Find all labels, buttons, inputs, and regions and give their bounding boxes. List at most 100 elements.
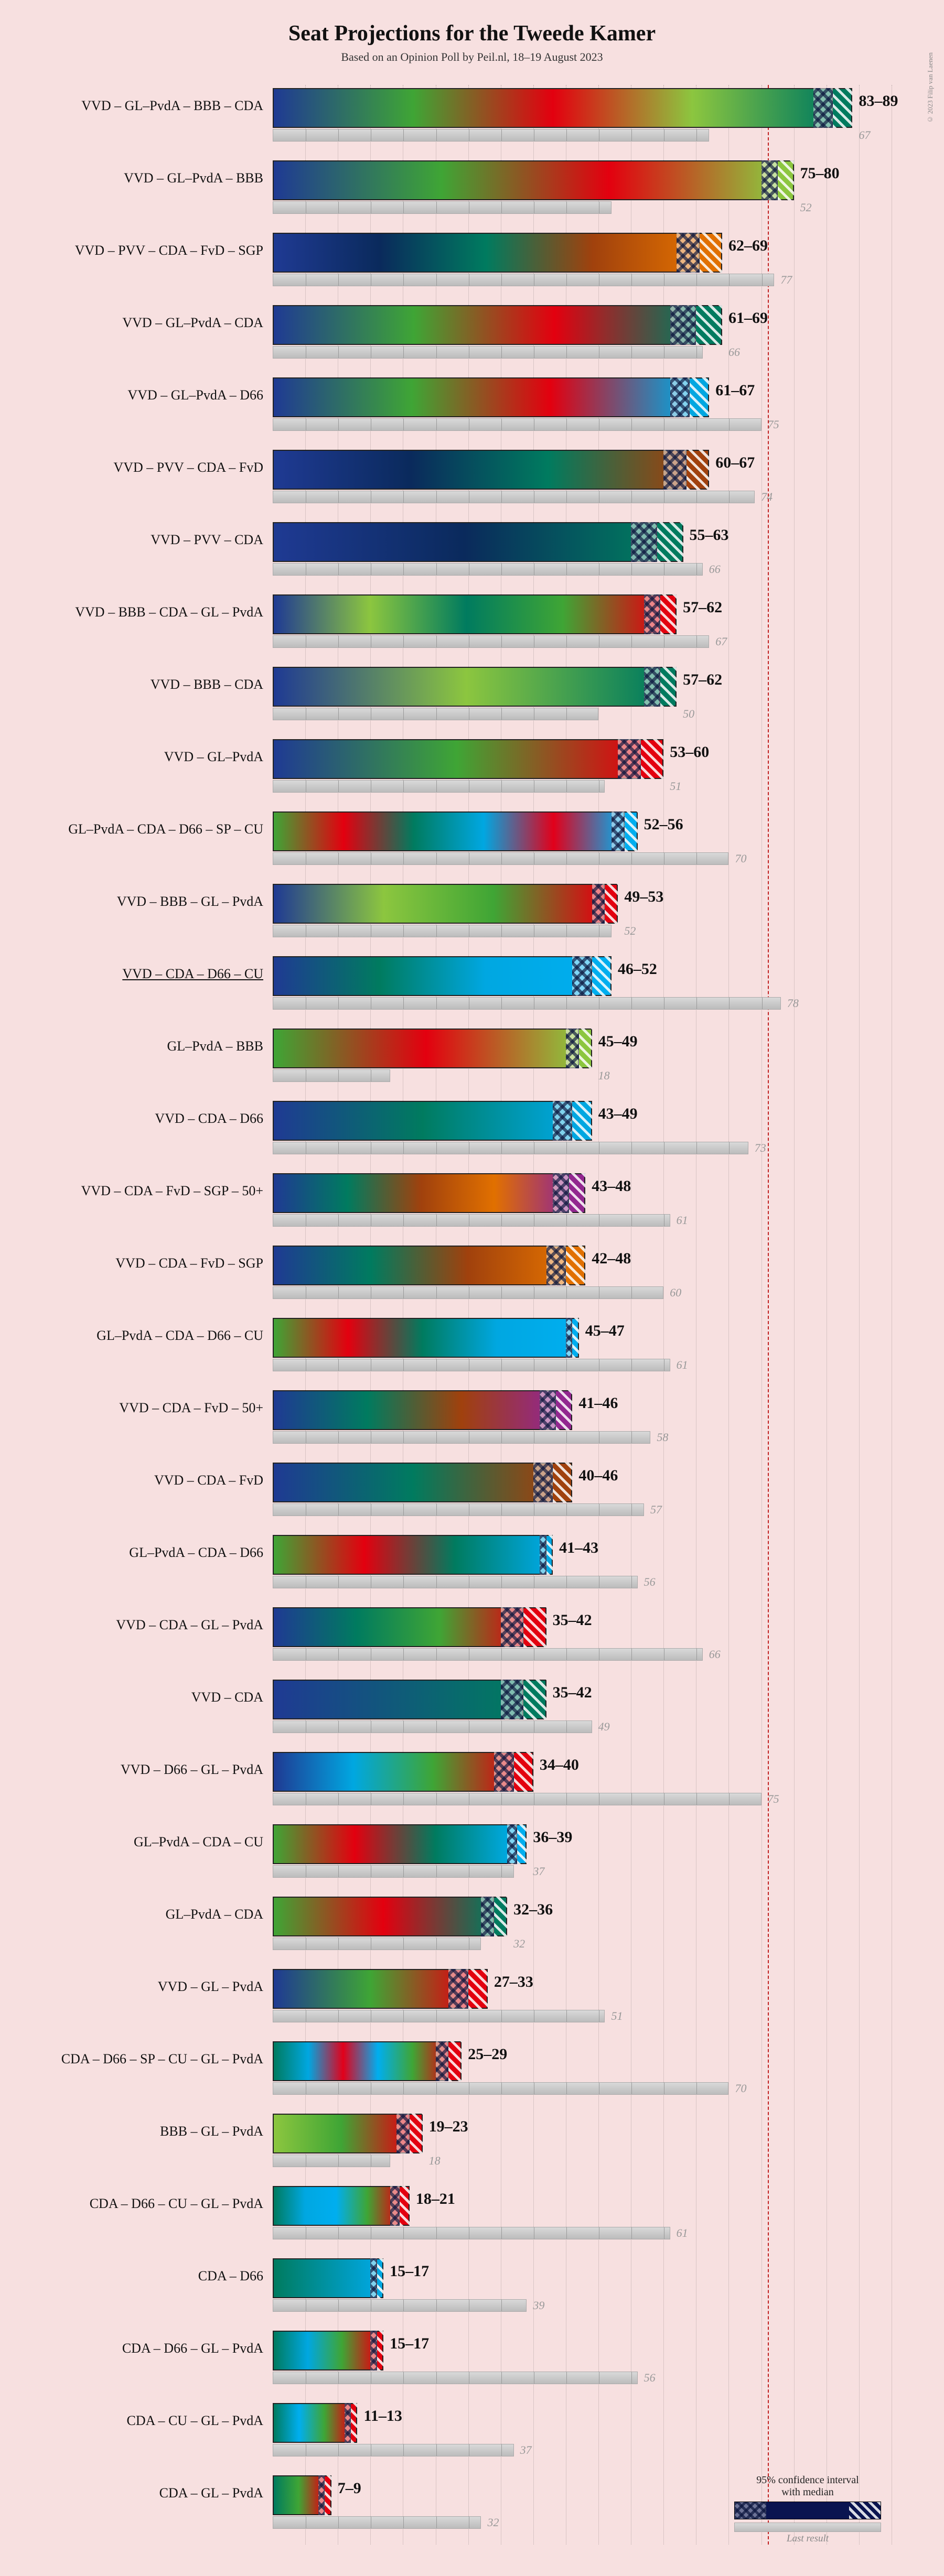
last-result-value: 77 — [780, 274, 792, 286]
coalition-label: VVD – CDA – FvD – SGP – 50+ — [31, 1170, 273, 1199]
coalition-label: VVD – D66 – GL – PvdA — [31, 1749, 273, 1778]
last-result-value: 18 — [598, 1069, 610, 1082]
projection-bar — [273, 1752, 514, 1792]
range-value: 57–62 — [683, 599, 722, 616]
ci-high — [696, 305, 722, 345]
last-result-value: 78 — [787, 997, 799, 1010]
coalition-row: GL–PvdA – CDA – CU3736–39 — [31, 1821, 913, 1893]
ci-low — [631, 522, 657, 562]
range-value: 43–48 — [592, 1177, 631, 1195]
ci-low — [436, 2041, 449, 2081]
range-value: 43–49 — [598, 1105, 638, 1123]
coalition-label: VVD – BBB – GL – PvdA — [31, 881, 273, 910]
last-result-value: 50 — [683, 708, 694, 720]
ci-low — [533, 1463, 553, 1502]
coalition-label: VVD – GL–PvdA – CDA — [31, 302, 273, 331]
coalition-row: VVD – GL–PvdA5153–60 — [31, 736, 913, 808]
coalition-row: CDA – CU – GL – PvdA3711–13 — [31, 2400, 913, 2472]
coalition-row: VVD – CDA4935–42 — [31, 1676, 913, 1749]
projection-bar — [273, 522, 657, 562]
coalition-row: VVD – BBB – GL – PvdA5249–53 — [31, 881, 913, 953]
last-result-value: 73 — [755, 1142, 766, 1154]
projection-bar — [273, 594, 660, 634]
coalition-row: VVD – CDA – FvD5740–46 — [31, 1459, 913, 1532]
coalition-row: VVD – GL–PvdA – BBB – CDA6783–89 — [31, 85, 913, 157]
ci-low — [592, 884, 605, 924]
coalition-label: GL–PvdA – CDA – D66 – SP – CU — [31, 808, 273, 837]
coalition-row: GL–PvdA – CDA – D66 – CU6145–47 — [31, 1315, 913, 1387]
range-value: 61–69 — [728, 309, 768, 327]
coalition-label: CDA – D66 – GL – PvdA — [31, 2328, 273, 2356]
legend-last-bar — [734, 2523, 881, 2532]
range-value: 25–29 — [468, 2045, 507, 2063]
coalition-label: CDA – D66 – SP – CU – GL – PvdA — [31, 2038, 273, 2067]
range-value: 41–46 — [578, 1394, 618, 1412]
coalition-row: VVD – CDA – FvD – 50+5841–46 — [31, 1387, 913, 1459]
range-value: 52–56 — [644, 816, 683, 834]
chart-subtitle: Based on an Opinion Poll by Peil.nl, 18–… — [31, 50, 913, 64]
ci-low — [448, 1969, 468, 2009]
last-result-value: 37 — [520, 2444, 532, 2456]
ci-high — [660, 667, 677, 707]
chart-area: VVD – GL–PvdA – BBB – CDA6783–89 VVD – GL… — [31, 85, 913, 2545]
projection-bar — [273, 2403, 351, 2443]
coalition-row: VVD – BBB – CDA 50 57–62 — [31, 664, 913, 736]
ci-low — [553, 1173, 569, 1213]
projection-bar — [273, 377, 690, 417]
ci-low — [501, 1680, 523, 1719]
copyright-label: © 2023 Filip van Laenen — [926, 52, 935, 124]
ci-low — [546, 1246, 566, 1285]
projection-bar — [273, 1535, 546, 1575]
coalition-row: VVD – GL – PvdA5127–33 — [31, 1966, 913, 2038]
last-result-value: 58 — [657, 1431, 668, 1444]
ci-high — [351, 2403, 357, 2443]
coalition-label: VVD – CDA – D66 — [31, 1098, 273, 1127]
ci-high — [592, 956, 612, 996]
ci-high — [625, 811, 638, 851]
last-result-value: 56 — [644, 1576, 656, 1588]
range-value: 7–9 — [338, 2480, 361, 2497]
range-value: 11–13 — [363, 2407, 402, 2425]
range-value: 15–17 — [390, 2335, 429, 2353]
last-result-value: 75 — [768, 1793, 779, 1805]
range-value: 62–69 — [728, 237, 768, 255]
ci-low — [566, 1318, 572, 1358]
ci-low — [677, 233, 699, 273]
last-result-value: 70 — [735, 852, 746, 865]
projection-bar — [273, 1390, 556, 1430]
ci-low — [390, 2186, 400, 2226]
last-result-value: 61 — [677, 1359, 688, 1371]
projection-bar — [273, 1969, 468, 2009]
ci-high — [833, 88, 852, 128]
coalition-row: VVD – CDA – D66 – CU7846–52 — [31, 953, 913, 1025]
range-value: 57–62 — [683, 671, 722, 689]
coalition-label: VVD – PVV – CDA – FvD – SGP — [31, 230, 273, 258]
coalition-label: VVD – PVV – CDA — [31, 519, 273, 548]
last-result-value: 52 — [800, 201, 812, 214]
coalition-label: GL–PvdA – CDA — [31, 1893, 273, 1922]
ci-high — [660, 594, 677, 634]
legend-ci-label: 95% confidence interval with median — [718, 2474, 897, 2498]
range-value: 32–36 — [513, 1901, 553, 1919]
coalition-label: VVD – CDA – FvD – SGP — [31, 1242, 273, 1271]
ci-high — [517, 1824, 527, 1864]
coalition-label: VVD – GL–PvdA – D66 — [31, 374, 273, 403]
last-result-value: 56 — [644, 2372, 656, 2384]
coalition-row: CDA – D66 – CU – GL – PvdA6118–21 — [31, 2183, 913, 2255]
range-value: 41–43 — [559, 1539, 598, 1557]
last-result-value: 66 — [709, 563, 721, 576]
coalition-label: VVD – BBB – CDA — [31, 664, 273, 692]
range-value: 27–33 — [494, 1973, 533, 1991]
last-result-value: 32 — [513, 1938, 525, 1950]
ci-high — [546, 1535, 553, 1575]
legend-ci-bar — [734, 2502, 881, 2519]
last-result-value: 51 — [611, 2010, 623, 2022]
ci-high — [569, 1173, 585, 1213]
ci-high — [700, 233, 722, 273]
range-value: 75–80 — [800, 165, 840, 182]
ci-low — [663, 450, 686, 490]
last-result-value: 57 — [650, 1503, 662, 1516]
coalition-row: VVD – GL–PvdA – CDA6661–69 — [31, 302, 913, 374]
range-value: 42–48 — [592, 1250, 631, 1268]
ci-high — [556, 1390, 572, 1430]
